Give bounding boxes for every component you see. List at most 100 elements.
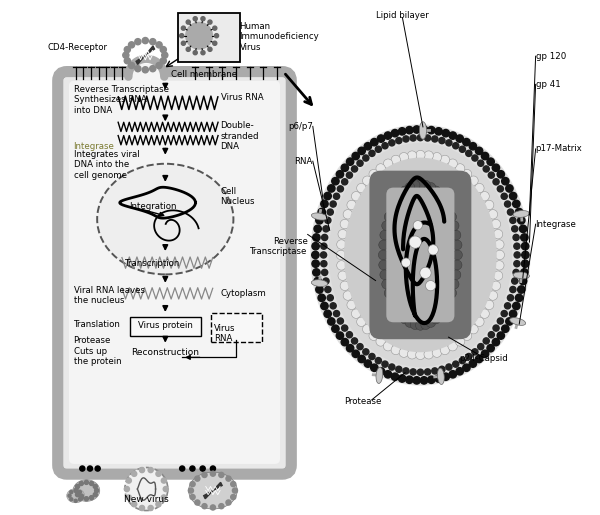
Circle shape [340,281,350,290]
Circle shape [448,159,457,168]
Circle shape [518,217,525,224]
Circle shape [501,311,507,317]
Circle shape [442,129,449,137]
Circle shape [379,240,388,250]
Circle shape [492,338,500,346]
Circle shape [231,494,236,500]
Polygon shape [136,46,155,64]
Circle shape [316,217,323,224]
Circle shape [448,341,457,351]
Circle shape [376,164,385,173]
Circle shape [481,350,489,357]
Text: p6/p7: p6/p7 [288,122,313,131]
Circle shape [521,243,529,250]
Circle shape [389,364,395,370]
Text: Transcription: Transcription [125,259,181,268]
Circle shape [510,217,516,224]
Circle shape [487,158,494,165]
Circle shape [469,360,476,367]
Circle shape [472,155,478,161]
Circle shape [341,179,348,185]
Circle shape [416,320,425,330]
FancyBboxPatch shape [130,317,201,336]
Circle shape [435,375,442,382]
Circle shape [383,159,393,168]
Circle shape [371,139,378,146]
Circle shape [323,226,329,232]
Circle shape [76,485,80,489]
Circle shape [416,180,425,190]
Circle shape [93,485,97,489]
Circle shape [421,320,431,330]
Circle shape [148,505,153,510]
Circle shape [377,135,385,142]
Circle shape [337,240,346,249]
Text: Integrase: Integrase [536,220,577,229]
Circle shape [312,260,319,267]
Circle shape [149,39,156,45]
Circle shape [452,143,459,149]
Circle shape [379,250,388,260]
Circle shape [497,186,503,192]
Circle shape [436,191,445,200]
Circle shape [391,155,401,165]
Circle shape [135,39,141,45]
Circle shape [80,494,83,497]
Circle shape [186,22,212,49]
Circle shape [379,260,388,270]
Circle shape [231,482,236,487]
Circle shape [413,376,421,384]
Circle shape [410,180,420,190]
Circle shape [509,310,517,318]
Circle shape [494,261,504,270]
Circle shape [318,209,325,216]
Ellipse shape [67,489,85,503]
Circle shape [195,476,200,481]
Ellipse shape [513,211,529,217]
Circle shape [330,303,336,309]
Circle shape [321,200,328,208]
Circle shape [384,371,392,378]
Circle shape [356,317,366,327]
Circle shape [403,136,409,142]
Text: Cell membrane: Cell membrane [171,70,237,79]
Text: p17-Matrix: p17-Matrix [536,144,583,153]
Circle shape [469,143,476,150]
Circle shape [469,324,478,334]
Circle shape [341,338,349,346]
Circle shape [338,230,347,239]
Circle shape [421,376,428,384]
Circle shape [426,182,436,192]
Circle shape [452,250,463,260]
Text: Reverse
Transcriptase: Reverse Transcriptase [250,237,308,256]
Circle shape [162,52,168,58]
Circle shape [483,166,489,172]
Circle shape [520,278,527,285]
Circle shape [318,294,325,302]
Ellipse shape [311,280,328,286]
Circle shape [425,369,431,375]
Circle shape [400,314,410,324]
Circle shape [497,170,505,178]
Circle shape [328,185,335,192]
Circle shape [79,495,83,500]
Circle shape [201,16,205,21]
Circle shape [190,466,195,471]
Circle shape [186,20,190,24]
Text: Reverse Transcriptase
Synthesizes RNA
into DNA: Reverse Transcriptase Synthesizes RNA in… [74,85,169,115]
Circle shape [413,126,421,133]
Circle shape [232,488,238,493]
Circle shape [190,494,195,500]
Circle shape [179,466,185,471]
Circle shape [346,158,354,165]
Text: Reconstruction: Reconstruction [131,348,199,357]
Circle shape [421,126,428,133]
Circle shape [508,295,514,301]
Circle shape [125,468,168,510]
Circle shape [321,261,327,267]
Circle shape [364,143,371,150]
Circle shape [382,361,388,367]
Circle shape [341,164,349,171]
Circle shape [346,345,354,352]
Circle shape [375,357,382,364]
